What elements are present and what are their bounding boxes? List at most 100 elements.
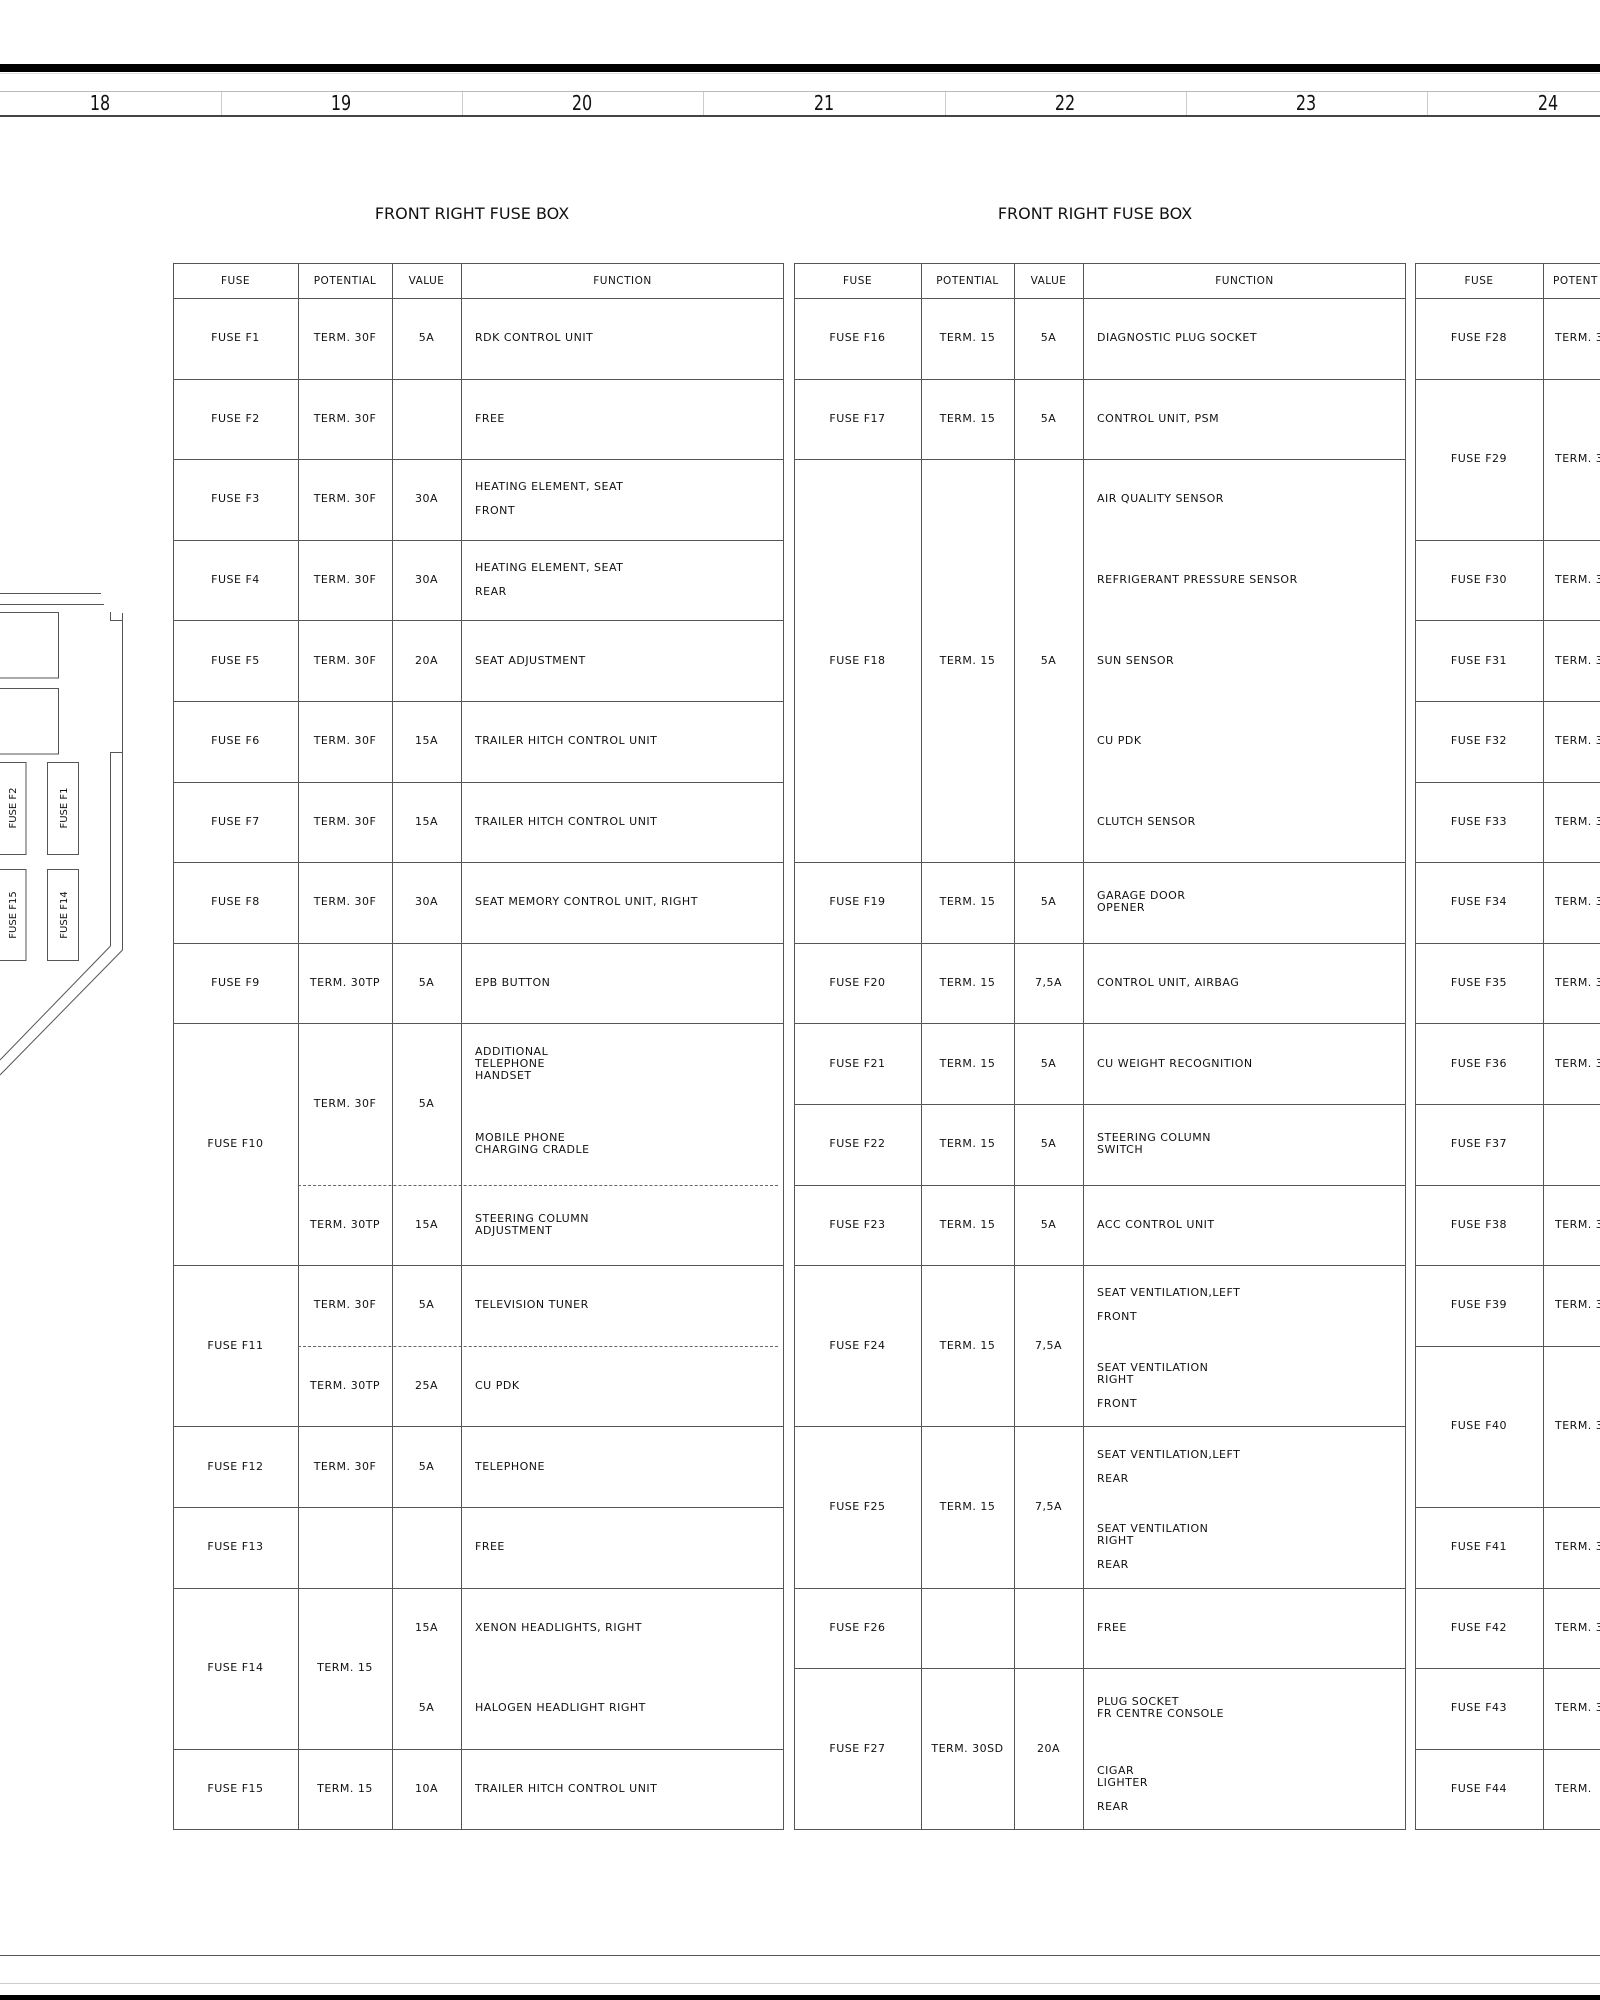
fuse-cell: FUSE F37 — [1450, 1137, 1508, 1151]
potential-cell: TERM. 15 — [939, 1338, 996, 1352]
ruler-number: 18 — [89, 91, 111, 115]
fuse-cell: FUSE F3 — [211, 492, 260, 506]
row-divider — [794, 1104, 1406, 1105]
function-cell: STEERING COLUMN SWITCH — [1097, 1131, 1211, 1157]
row-divider — [794, 1265, 1406, 1267]
potential-cell: TERM. 15 — [939, 1217, 996, 1231]
value-cell: 5A — [1040, 653, 1057, 667]
fuse-cell: FUSE F11 — [207, 1338, 264, 1352]
value-cell: 20A — [1036, 1741, 1061, 1755]
potential-cell: TERM. 30TP — [309, 1217, 381, 1231]
function-cell: SEAT VENTILATION,LEFT FRONT — [1097, 1286, 1241, 1324]
potential-cell: TERM. 15 — [939, 1499, 996, 1513]
row-divider — [173, 942, 784, 944]
fuse-cell: FUSE F4 — [211, 573, 260, 587]
potential-cell: TERM. 30F — [313, 331, 377, 345]
value-cell: 30A — [414, 573, 439, 587]
fuse-cell: FUSE F27 — [829, 1741, 886, 1755]
row-divider — [794, 459, 1406, 461]
function-cell: HEATING ELEMENT, SEAT REAR — [475, 561, 624, 599]
potential-cell — [298, 1507, 392, 1588]
value-cell: 5A — [418, 331, 435, 345]
ruler-number: 24 — [1537, 91, 1559, 115]
function-cell: GARAGE DOOR OPENER — [1097, 889, 1186, 915]
potential-cell: TERM. 15 — [317, 1661, 373, 1675]
potential-cell: TERM. 3 — [1555, 573, 1600, 587]
function-cell: CLUTCH SENSOR — [1097, 814, 1196, 828]
function-cell: FREE — [475, 411, 505, 425]
potential-cell: TERM. 15 — [939, 895, 996, 909]
fuse-cell: FUSE F26 — [829, 1620, 886, 1634]
potential-cell: TERM. 15 — [939, 1137, 996, 1151]
column-header-function: FUNCTION — [593, 274, 652, 287]
fuse-cell: FUSE F43 — [1450, 1701, 1508, 1715]
table-border — [794, 1829, 1406, 1831]
row-divider — [173, 539, 784, 541]
bottom-border-line — [0, 1983, 1600, 1984]
column-divider — [1083, 263, 1084, 1830]
row-divider — [173, 1748, 784, 1750]
row-divider — [794, 862, 1406, 864]
column-header-function: FUNCTION — [1215, 274, 1274, 287]
column-divider — [298, 263, 299, 1830]
function-cell: TELEVISION TUNER — [475, 1298, 589, 1312]
column-header-potential: POTENTIAL — [313, 274, 377, 287]
table-border — [1415, 263, 1600, 264]
table-border — [173, 1829, 784, 1831]
function-cell: FREE — [475, 1540, 505, 1554]
potential-cell: TERM. 15 — [317, 1782, 373, 1796]
value-cell: 7,5A — [1034, 1338, 1063, 1352]
column-header-value: VALUE — [408, 274, 445, 287]
function-cell: FREE — [1097, 1620, 1127, 1634]
fuse-cell: FUSE F42 — [1450, 1620, 1508, 1634]
column-header-fuse: FUSE — [220, 274, 251, 287]
bottom-border-bar — [0, 1995, 1600, 2000]
potential-cell: TERM. 30TP — [309, 976, 381, 990]
potential-cell: TERM. 3 — [1555, 331, 1600, 345]
fuse-cell: FUSE F23 — [829, 1217, 886, 1231]
row-divider — [1415, 701, 1600, 702]
table-title-1: FRONT RIGHT FUSE BOX — [374, 204, 570, 223]
potential-cell: TERM. 30F — [313, 895, 377, 909]
row-divider — [794, 942, 1406, 944]
value-cell: 15A — [414, 1217, 439, 1231]
function-cell: SEAT ADJUSTMENT — [475, 653, 586, 667]
function-cell: CU PDK — [1097, 734, 1142, 748]
fuse-cell: FUSE F2 — [211, 411, 260, 425]
potential-cell: TERM. 30F — [313, 492, 377, 506]
potential-cell — [921, 1588, 1014, 1669]
bottom-border-line — [0, 1955, 1600, 1956]
table-border — [794, 263, 1406, 264]
function-cell: SUN SENSOR — [1097, 653, 1175, 667]
row-divider — [1415, 378, 1600, 380]
row-divider — [173, 701, 784, 702]
header-divider — [173, 298, 784, 299]
value-cell: 5A — [1040, 331, 1057, 345]
fuse-cell: FUSE F17 — [829, 411, 886, 425]
potential-cell: TERM. 30F — [313, 573, 377, 587]
function-cell: EPB BUTTON — [475, 976, 551, 990]
fuse-cell: FUSE F8 — [211, 895, 260, 909]
row-divider — [1415, 1345, 1600, 1347]
potential-cell: TERM. 3 — [1555, 976, 1600, 990]
row-divider — [173, 1507, 784, 1508]
diagram-label-f2: FUSE F2 — [8, 787, 19, 828]
function-cell: CU PDK — [475, 1379, 520, 1393]
ruler-divider — [462, 92, 463, 115]
function-cell: DIAGNOSTIC PLUG SOCKET — [1097, 331, 1258, 345]
fuse-cell: FUSE F14 — [207, 1661, 264, 1675]
fuse-cell: FUSE F29 — [1450, 452, 1508, 466]
value-cell: 5A — [418, 1459, 435, 1473]
function-cell: CONTROL UNIT, AIRBAG — [1097, 976, 1240, 990]
value-cell: 5A — [418, 1701, 435, 1715]
potential-cell: TERM. 3 — [1555, 734, 1600, 748]
value-cell: 15A — [414, 1620, 439, 1634]
fuse-cell: FUSE F19 — [829, 895, 886, 909]
fuse-cell: FUSE F39 — [1450, 1298, 1508, 1312]
fuse-cell: FUSE F25 — [829, 1499, 886, 1513]
potential-cell: TERM. 15 — [939, 411, 996, 425]
column-header-value: VALUE — [1030, 274, 1067, 287]
function-cell: TRAILER HITCH CONTROL UNIT — [475, 1782, 658, 1796]
potential-cell: TERM. 30 — [1555, 1056, 1600, 1070]
function-cell: REFRIGERANT PRESSURE SENSOR — [1097, 573, 1298, 587]
